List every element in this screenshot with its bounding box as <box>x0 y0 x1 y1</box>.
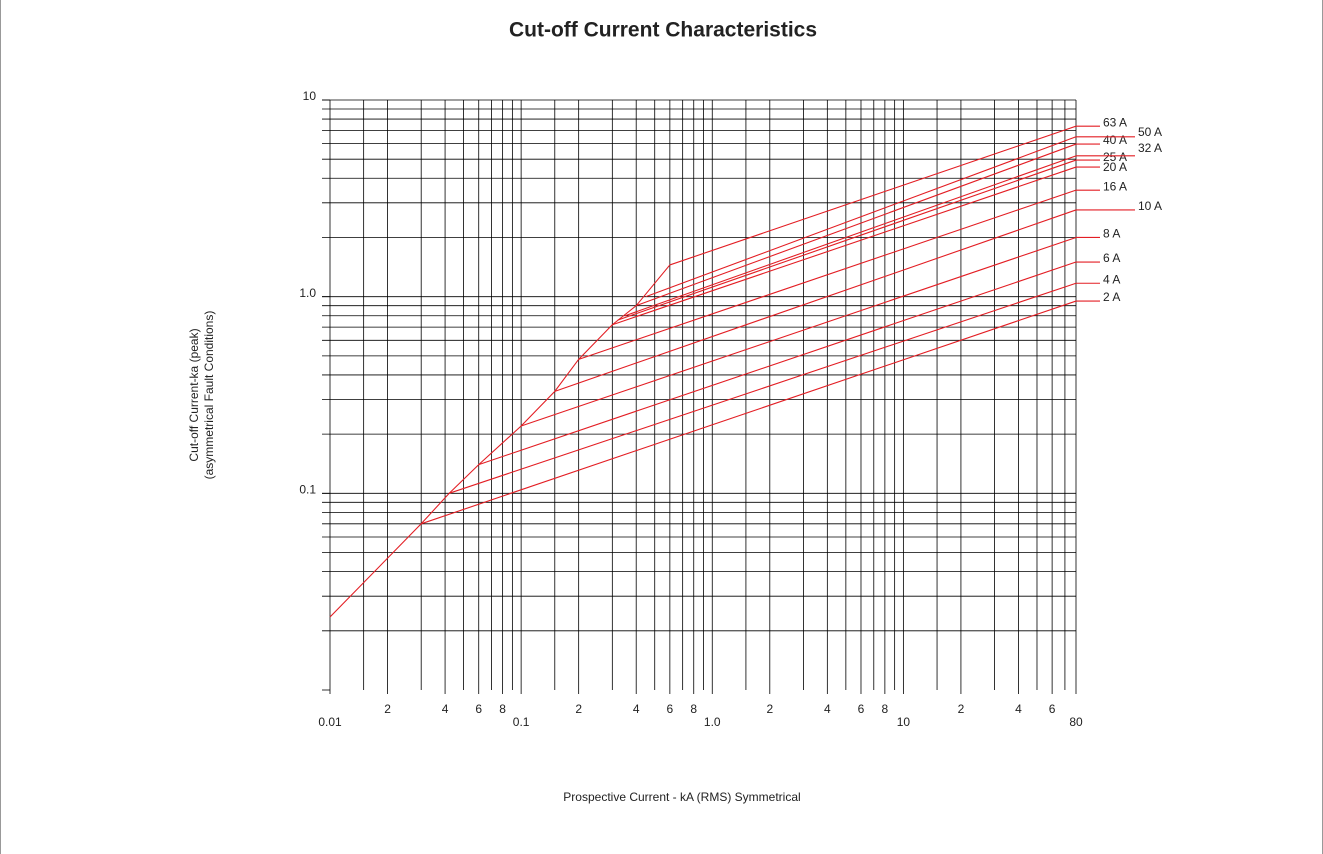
y-axis-label: (asymmetrical Fault Conditions) <box>202 311 216 480</box>
series-line <box>421 300 1077 525</box>
x-tick-label: 0.1 <box>513 715 530 729</box>
series-line <box>645 136 1077 298</box>
x-tick-label: 2 <box>958 702 965 716</box>
series-label: 16 A <box>1103 179 1127 193</box>
x-tick-label: 2 <box>575 702 582 716</box>
series-line <box>520 236 1077 427</box>
series-line <box>624 155 1077 317</box>
x-tick-label: 4 <box>442 702 449 716</box>
series-label: 50 A <box>1138 125 1162 139</box>
series-label: 40 A <box>1103 133 1127 147</box>
series-line <box>636 143 1077 307</box>
series-label: 8 A <box>1103 227 1120 241</box>
x-tick-label: 6 <box>475 702 482 716</box>
series-line <box>669 125 1077 266</box>
y-tick-label: 0.1 <box>299 483 316 497</box>
x-tick-label: 4 <box>824 702 831 716</box>
x-tick-label: 2 <box>766 702 773 716</box>
x-axis-label: Prospective Current - kA (RMS) Symmetric… <box>563 790 800 804</box>
x-tick-label: 8 <box>499 702 506 716</box>
x-tick-label: 2 <box>384 702 391 716</box>
series-label: 4 A <box>1103 272 1120 286</box>
x-tick-label: 6 <box>667 702 674 716</box>
x-tick-label: 4 <box>1015 702 1022 716</box>
x-tick-label: 4 <box>633 702 640 716</box>
series-line <box>612 166 1077 326</box>
series-label: 6 A <box>1103 251 1120 265</box>
series-line <box>329 264 671 618</box>
series-line <box>578 189 1077 360</box>
series-label: 10 A <box>1138 199 1162 213</box>
y-tick-label: 10 <box>303 89 317 103</box>
x-tick-label: 8 <box>882 702 889 716</box>
chart-title: Cut-off Current Characteristics <box>509 19 817 42</box>
x-tick-label: 10 <box>897 715 911 729</box>
series-label: 32 A <box>1138 141 1162 155</box>
series-line <box>617 159 1077 321</box>
series-label: 63 A <box>1103 115 1127 129</box>
series-label: 20 A <box>1103 160 1127 174</box>
series-label: 2 A <box>1103 290 1120 304</box>
x-tick-label: 8 <box>690 702 697 716</box>
x-tick-label: 1.0 <box>704 715 721 729</box>
x-tick-label: 0.01 <box>318 715 342 729</box>
y-tick-label: 1.0 <box>299 286 316 300</box>
series-line <box>448 282 1077 494</box>
x-tick-label: 6 <box>1049 702 1056 716</box>
x-tick-label: 6 <box>858 702 865 716</box>
series-line <box>478 261 1077 466</box>
y-axis-label: Cut-off Current-ka (peak) <box>187 328 201 461</box>
series-label: 25 A <box>1103 150 1127 164</box>
x-tick-label: 80 <box>1069 715 1083 729</box>
series-line <box>554 209 1077 392</box>
